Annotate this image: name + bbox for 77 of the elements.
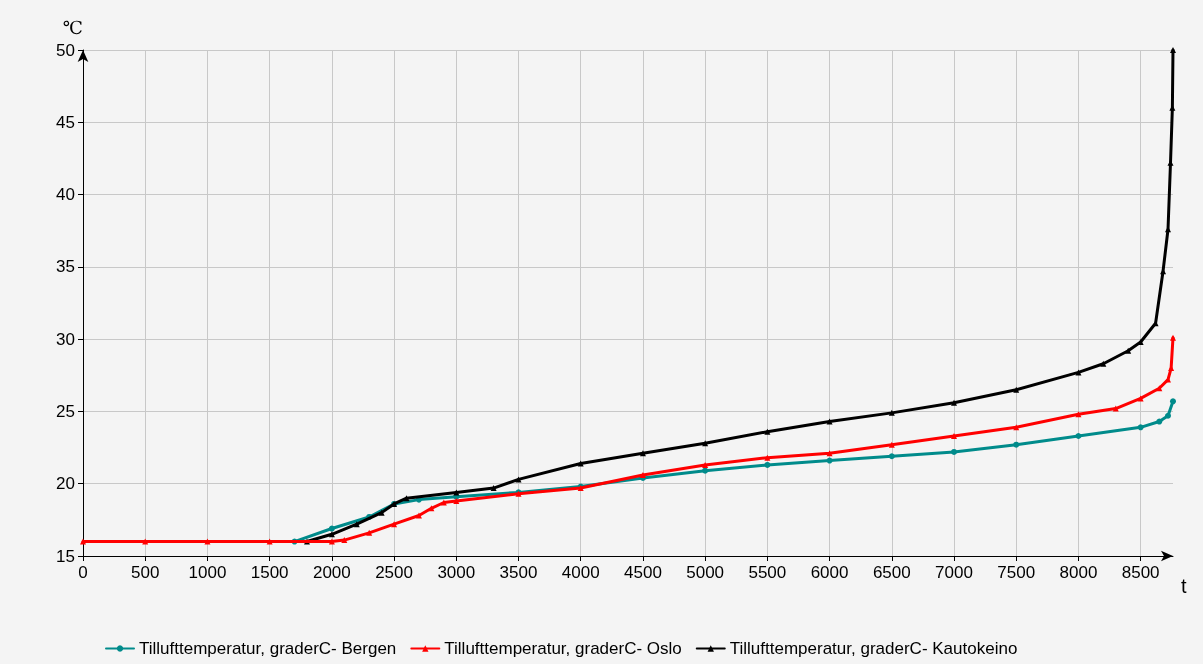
point xyxy=(80,538,86,545)
point xyxy=(1170,47,1176,53)
point xyxy=(204,538,211,545)
point xyxy=(453,498,460,505)
point xyxy=(764,428,771,435)
point xyxy=(951,448,957,455)
point xyxy=(1165,376,1172,383)
point xyxy=(1152,320,1159,327)
legend-label: Tillufttemperatur, graderC- Oslo xyxy=(444,639,682,658)
point xyxy=(1075,433,1082,439)
x-tick-label: 4500 xyxy=(624,563,662,582)
point xyxy=(826,418,833,425)
point xyxy=(515,476,522,483)
y-axis-title: ℃ xyxy=(62,16,83,38)
legend-label: Tillufttemperatur, graderC- Kautokeino xyxy=(729,639,1018,658)
point xyxy=(440,499,447,506)
point xyxy=(639,450,646,457)
point xyxy=(888,441,895,448)
legend-label: Tillufttemperatur, graderC- Bergen xyxy=(139,639,397,658)
point xyxy=(1100,360,1107,367)
y-tick-label: 50 xyxy=(56,40,75,60)
point xyxy=(1013,441,1020,448)
point xyxy=(366,529,373,536)
x-tick-label: 1500 xyxy=(250,563,289,582)
x-tick-label: 6500 xyxy=(872,563,911,582)
point xyxy=(1170,398,1176,405)
point xyxy=(328,525,335,532)
x-tick-label: 0 xyxy=(78,563,88,582)
x-tick-label: 3500 xyxy=(499,563,538,582)
x-tick-label: 8500 xyxy=(1121,563,1160,582)
point xyxy=(328,538,335,545)
point xyxy=(1125,347,1132,354)
point xyxy=(1165,412,1172,419)
x-tick-label: 500 xyxy=(131,563,160,582)
y-tick-label: 30 xyxy=(56,329,75,349)
point xyxy=(341,537,348,544)
point xyxy=(951,399,957,406)
x-tick-label: 6000 xyxy=(810,563,849,582)
point xyxy=(826,450,833,457)
x-tick-label: 7000 xyxy=(935,563,973,582)
point xyxy=(490,485,497,492)
point xyxy=(702,461,709,468)
point xyxy=(888,453,895,460)
x-tick-label: 5500 xyxy=(748,563,787,582)
y-tick-label: 15 xyxy=(56,546,75,566)
point xyxy=(1137,424,1144,431)
point xyxy=(428,505,435,512)
x-axis-title: t xyxy=(1181,575,1187,597)
y-tick-label: 40 xyxy=(56,185,75,205)
point xyxy=(142,538,149,545)
point xyxy=(1112,405,1119,412)
point xyxy=(266,538,273,545)
y-tick-label: 35 xyxy=(56,257,75,277)
point xyxy=(1170,334,1176,341)
y-tick-label: 20 xyxy=(56,474,75,494)
y-tick-label: 25 xyxy=(56,401,75,421)
x-tick-label: 5000 xyxy=(686,563,725,582)
x-tick-label: 3000 xyxy=(437,563,476,582)
point xyxy=(1013,386,1020,393)
x-tick-label: 8000 xyxy=(1059,563,1098,582)
point xyxy=(888,409,895,416)
point xyxy=(826,457,833,464)
point xyxy=(403,495,410,502)
point xyxy=(391,521,398,528)
point xyxy=(764,461,771,468)
x-tick-label: 1000 xyxy=(188,563,227,582)
y-tick-label: 45 xyxy=(56,112,75,132)
x-tick-label: 2500 xyxy=(375,563,413,582)
point xyxy=(378,509,385,516)
point xyxy=(951,433,957,440)
x-tick-label: 4000 xyxy=(561,563,600,582)
point xyxy=(702,467,709,474)
point xyxy=(764,454,771,461)
x-tick-label: 2000 xyxy=(312,563,351,582)
point xyxy=(415,512,422,519)
x-tick-label: 7500 xyxy=(997,563,1036,582)
point xyxy=(1075,411,1082,418)
